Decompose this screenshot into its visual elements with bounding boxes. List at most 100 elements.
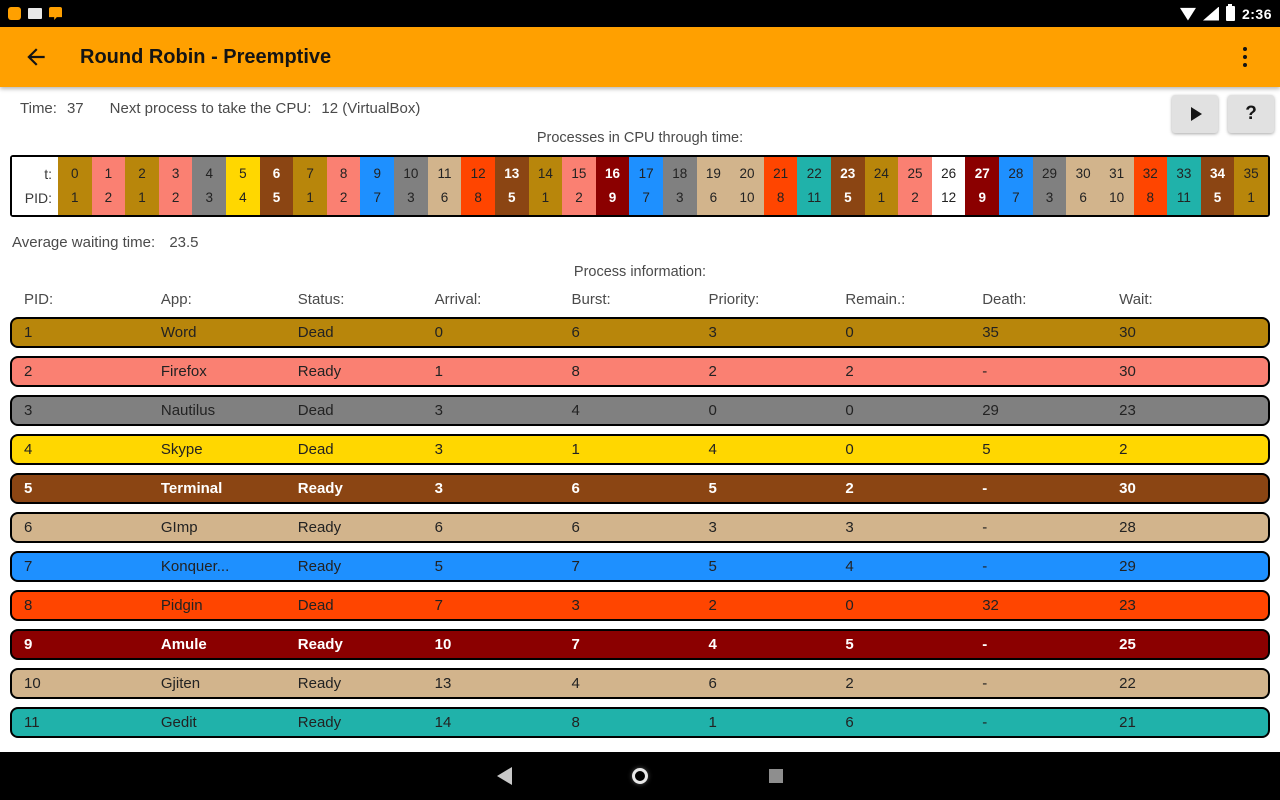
cell-remain: 2 — [845, 363, 854, 380]
cell-wait: 28 — [1119, 519, 1136, 536]
col-header-pid: PID: — [24, 291, 54, 308]
cell-app: Skype — [160, 441, 203, 458]
process-row[interactable]: 6 GImp Ready 6 6 3 3 - 28 — [10, 512, 1270, 543]
process-row[interactable]: 9 Amule Ready 10 7 4 5 - 25 — [10, 629, 1270, 660]
cell-burst: 7 — [571, 558, 580, 575]
cell-priority: 1 — [708, 714, 717, 731]
cell-time: 34 — [1210, 166, 1226, 182]
nav-home-button[interactable] — [628, 764, 652, 788]
process-row[interactable]: 8 Pidgin Dead 7 3 2 0 32 23 — [10, 590, 1270, 621]
cell-remain: 0 — [845, 402, 854, 419]
cell-time: 6 — [272, 166, 281, 182]
process-table-heading: Process information: — [573, 264, 707, 280]
back-button[interactable] — [18, 39, 54, 75]
timeline-cell: 20 10 — [730, 157, 764, 215]
help-button[interactable]: ? — [1228, 95, 1274, 133]
cell-time: 10 — [403, 166, 419, 182]
cell-app: Nautilus — [160, 402, 216, 419]
nav-recents-button[interactable] — [764, 764, 788, 788]
cellular-signal-icon — [1202, 6, 1219, 21]
cell-death: - — [982, 558, 988, 575]
cell-arrival: 3 — [434, 441, 443, 458]
cell-time: 21 — [773, 166, 789, 182]
cell-priority: 5 — [708, 480, 717, 497]
cell-time: 28 — [1008, 166, 1024, 182]
cell-time: 24 — [873, 166, 889, 182]
cell-status: Ready — [297, 714, 342, 731]
arrow-back-icon — [27, 48, 45, 66]
process-row[interactable]: 5 Terminal Ready 3 6 5 2 - 30 — [10, 473, 1270, 504]
cell-pid: 2 — [171, 190, 180, 206]
cell-time: 0 — [71, 166, 79, 182]
nav-back-button[interactable] — [492, 764, 516, 788]
cell-status: Ready — [297, 675, 342, 692]
cell-pid: 11 — [807, 190, 822, 206]
cell-pid: 5 — [844, 190, 852, 206]
cell-priority: 6 — [708, 675, 717, 692]
cell-remain: 2 — [845, 480, 854, 497]
cell-wait: 22 — [1119, 675, 1136, 692]
process-row[interactable]: 7 Konquer... Ready 5 7 5 4 - 29 — [10, 551, 1270, 582]
cell-pid: 9 — [608, 190, 617, 206]
cell-time: 1 — [104, 166, 113, 182]
cell-death: - — [982, 675, 988, 692]
cell-remain: 3 — [845, 519, 854, 536]
cell-arrival: 7 — [434, 597, 443, 614]
cell-pid: 7 — [642, 190, 650, 206]
process-row[interactable]: 2 Firefox Ready 1 8 2 2 - 30 — [10, 356, 1270, 387]
cell-time: 32 — [1142, 166, 1158, 182]
recents-icon — [769, 769, 783, 783]
timeline-axis-labels: t: PID: — [12, 157, 58, 215]
cell-time: 35 — [1243, 166, 1259, 182]
process-row[interactable]: 10 Gjiten Ready 13 4 6 2 - 22 — [10, 668, 1270, 699]
cell-pid: 2 — [24, 363, 33, 380]
process-row[interactable]: 4 Skype Dead 3 1 4 0 5 2 — [10, 434, 1270, 465]
cell-pid: 2 — [575, 190, 583, 206]
cell-pid: 1 — [24, 324, 33, 341]
process-row[interactable]: 11 Gedit Ready 14 8 1 6 - 21 — [10, 707, 1270, 738]
process-row[interactable]: 1 Word Dead 0 6 3 0 35 30 — [10, 317, 1270, 348]
cell-pid: 8 — [474, 190, 482, 206]
cell-app: Pidgin — [160, 597, 203, 614]
average-wait-label: Average waiting time: — [12, 234, 156, 251]
timeline-cell: 10 3 — [394, 157, 428, 215]
cell-wait: 29 — [1119, 558, 1136, 575]
cell-pid: 2 — [339, 190, 348, 206]
timeline-cell: 21 8 — [763, 157, 798, 215]
cell-pid: 5 — [1213, 190, 1222, 206]
cell-wait: 30 — [1119, 480, 1136, 497]
cell-time: 30 — [1075, 166, 1091, 182]
cell-priority: 2 — [708, 597, 717, 614]
cell-time: 5 — [239, 166, 247, 182]
cell-app: Konquer... — [160, 558, 230, 575]
back-icon — [496, 767, 512, 785]
cell-priority: 3 — [708, 519, 717, 536]
process-rows: 1 Word Dead 0 6 3 0 35 30 2 Firefox Ready 1 8 2 2-30 3 Na… — [10, 317, 1270, 738]
timeline-cell: 30 6 — [1066, 157, 1100, 215]
cell-burst: 4 — [571, 675, 580, 692]
overflow-menu-button[interactable] — [1228, 39, 1262, 75]
timeline-heading: Processes in CPU through time: — [536, 130, 744, 146]
cell-wait: 25 — [1119, 636, 1136, 653]
cell-pid: 1 — [1247, 190, 1255, 206]
notification-icon-3 — [49, 7, 62, 20]
cell-status: Ready — [297, 519, 342, 536]
process-row[interactable]: 3 Nautilus Dead 3 4 0 0 29 23 — [10, 395, 1270, 426]
cell-time: 19 — [705, 166, 721, 182]
cell-pid: 6 — [440, 190, 449, 206]
cell-pid: 3 — [407, 190, 415, 206]
timeline-cell: 25 2 — [898, 157, 932, 215]
cell-pid: 7 — [373, 190, 382, 206]
cell-wait: 23 — [1119, 597, 1136, 614]
t-axis-label: t: — [44, 165, 52, 182]
col-header-arrival: Arrival: — [434, 291, 482, 308]
cell-pid: 3 — [205, 190, 213, 206]
cell-arrival: 13 — [434, 675, 452, 692]
play-button[interactable] — [1172, 95, 1218, 133]
timeline-cell: 12 8 — [461, 157, 495, 215]
cell-pid: 8 — [1146, 190, 1155, 206]
